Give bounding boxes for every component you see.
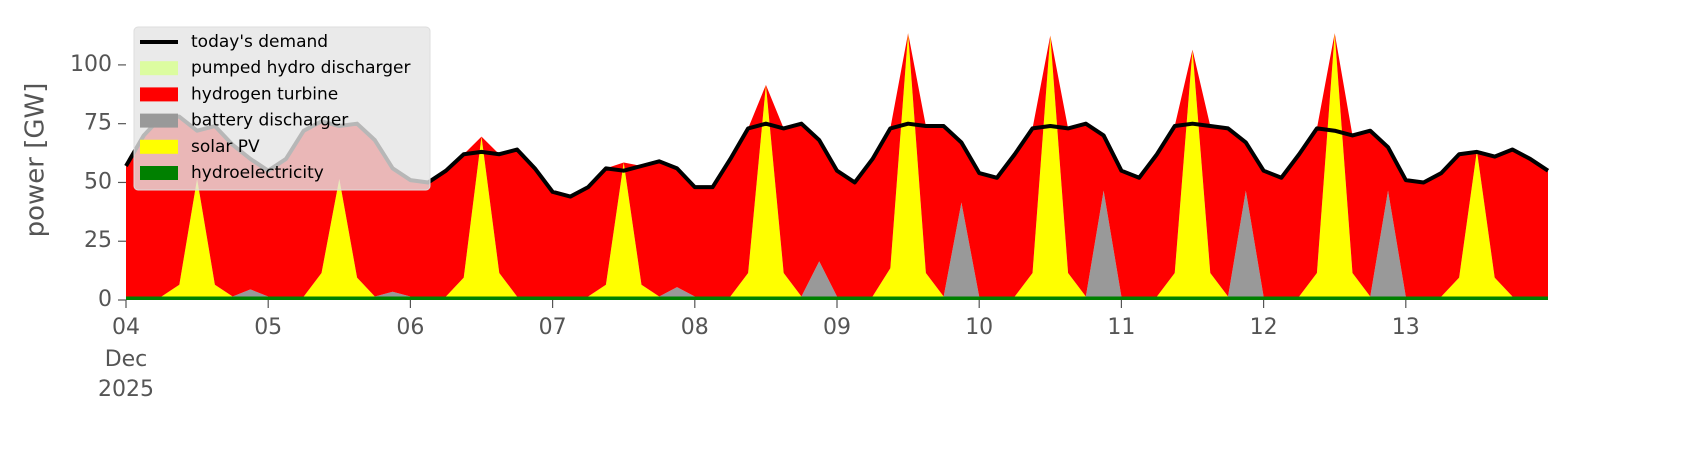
legend-label: solar PV xyxy=(191,137,260,157)
y-tick-label: 50 xyxy=(84,169,112,194)
legend-label: hydrogen turbine xyxy=(191,84,338,104)
x-sublabel: Dec xyxy=(105,347,148,372)
area xyxy=(126,33,1548,297)
y-tick-label: 100 xyxy=(70,52,112,77)
x-tick-label: 07 xyxy=(539,315,567,340)
y-tick-label: 25 xyxy=(84,228,112,253)
y-tick-label: 0 xyxy=(98,287,112,312)
y-axis-label: power [GW] xyxy=(21,83,51,238)
area xyxy=(126,33,1548,297)
x-tick-label: 12 xyxy=(1250,315,1278,340)
x-tick-label: 05 xyxy=(254,315,282,340)
legend-patch xyxy=(140,87,178,102)
legend-label: pumped hydro discharger xyxy=(191,58,410,78)
x-tick-label: 09 xyxy=(823,315,851,340)
x-tick-label: 04 xyxy=(112,315,140,340)
legend-box xyxy=(133,26,431,191)
x-tick-label: 13 xyxy=(1392,315,1420,340)
legend-label: hydroelectricity xyxy=(191,163,324,183)
y-tick-label: 75 xyxy=(84,111,112,136)
area xyxy=(126,296,1548,300)
x-tick-label: 06 xyxy=(396,315,424,340)
legend-label: today's demand xyxy=(191,32,328,52)
x-tick-label: 10 xyxy=(965,315,993,340)
legend-label: battery discharger xyxy=(191,111,348,131)
legend-patch xyxy=(140,139,178,154)
x-sublabel: 2025 xyxy=(98,377,154,402)
x-tick-label: 11 xyxy=(1107,315,1135,340)
legend-patch xyxy=(140,113,178,128)
legend: today's demand pumped hydro discharger hyd… xyxy=(133,26,431,191)
x-tick-label: 08 xyxy=(681,315,709,340)
legend-patch xyxy=(140,166,178,180)
legend-patch xyxy=(140,61,178,76)
